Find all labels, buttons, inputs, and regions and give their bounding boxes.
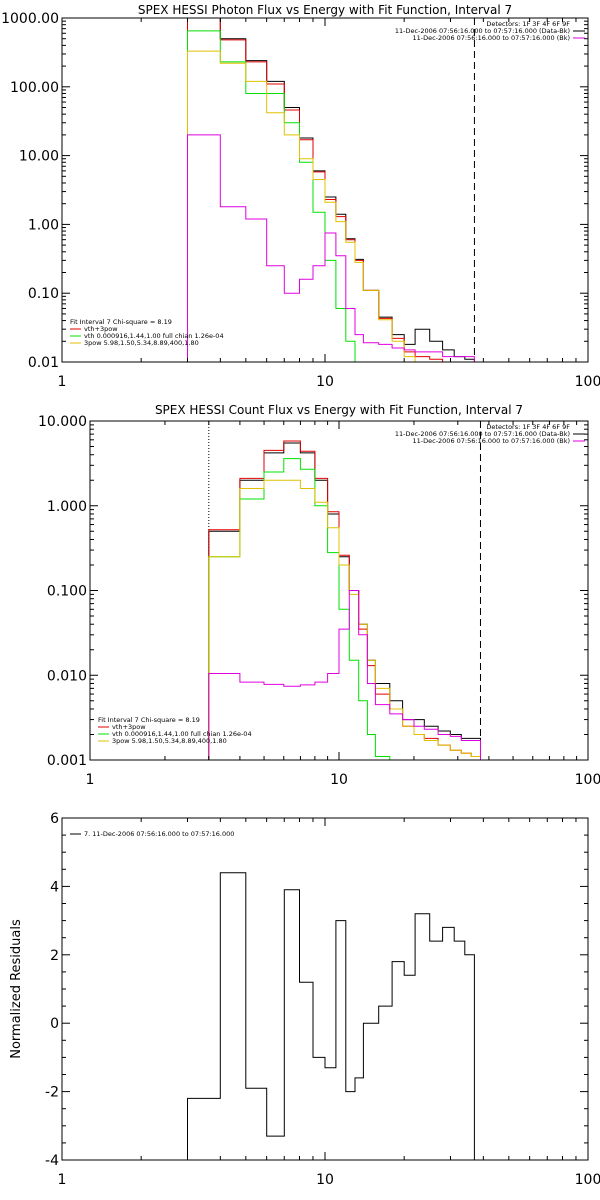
series-line: [187, 30, 475, 362]
x-tick-label: 100: [575, 1172, 600, 1188]
legend-entry-label: 7. 11-Dec-2006 07:56:16.000 to 07:57:16.…: [84, 830, 234, 838]
y-tick-label: 6: [50, 811, 59, 827]
chart-title: SPEX HESSI Photon Flux vs Energy with Fi…: [138, 3, 512, 17]
y-tick-label: 0.001: [47, 753, 87, 769]
y-tick-label: 2: [50, 948, 59, 964]
y-tick-label: 0.100: [47, 584, 87, 600]
y-tick-label: 100.00: [10, 80, 59, 96]
legend-header: Detectors: 1F 3F 4F 6F 9F: [486, 20, 570, 28]
legend-entry-label: vth 0.000916,1.44,1.00 full chian 1.26e-…: [112, 730, 252, 738]
series-line: [208, 458, 481, 760]
legend-entry-label: 11-Dec-2006 07:56:16.000 to 07:57:16.000…: [413, 34, 571, 42]
legend-header: Fit Interval 7 Chi-square = 8.19: [98, 716, 200, 724]
legend-entry-label: 3pow 5.98,1.50,5.34,8.89,400,1.80: [84, 339, 199, 347]
series-line: [187, 18, 475, 362]
series-line: [208, 479, 481, 760]
y-tick-label: 10.000: [38, 414, 87, 430]
y-tick-label: 0.010: [47, 668, 87, 684]
y-tick-label: 0.10: [28, 286, 59, 302]
x-tick-label: 1: [86, 772, 95, 788]
x-tick-label: 100: [575, 374, 600, 390]
x-tick-label: 1: [58, 374, 67, 390]
legend-entry-label: 11-Dec-2006 07:56:16.000 to 07:57:16.000…: [395, 27, 570, 35]
y-tick-label: 1.000: [47, 499, 87, 515]
series-line: [187, 134, 475, 362]
legend-entry-label: vth+3pow: [112, 723, 146, 731]
series-line: [208, 440, 481, 760]
y-tick-label: 1000.00: [1, 11, 59, 27]
y-tick-label: 10.00: [19, 149, 59, 165]
legend-entry-label: 11-Dec-2006 07:56:16.000 to 07:57:16.000…: [395, 430, 570, 438]
series-line: [187, 18, 475, 362]
x-tick-label: 100: [575, 772, 600, 788]
plot-area: [186, 18, 475, 362]
x-tick-label: 10: [316, 374, 334, 390]
series-line: [187, 50, 475, 362]
legend-header: Detectors: 1F 3F 4F 6F 9F: [486, 423, 570, 431]
x-tick-label: 10: [330, 772, 348, 788]
legend-entry-label: vth+3pow: [84, 325, 118, 333]
series-line: [208, 590, 481, 760]
legend-entry-label: vth 0.000916,1.44,1.00 full chian 1.26e-…: [84, 332, 224, 340]
y-tick-label: -2: [45, 1085, 59, 1101]
plot-area: [208, 421, 481, 760]
y-axis-label: Normalized Residuals: [9, 919, 24, 1059]
plot-area: [187, 872, 475, 1160]
y-tick-label: 4: [50, 879, 59, 895]
legend-entry-label: 3pow 5.98,1.50,5.34,8.89,400,1.80: [112, 737, 227, 745]
y-tick-label: 0: [50, 1016, 59, 1032]
chart-title: SPEX HESSI Count Flux vs Energy with Fit…: [155, 403, 523, 417]
y-tick-label: -4: [45, 1153, 59, 1169]
legend-header: Fit Interval 7 Chi-square = 8.19: [70, 318, 172, 326]
plot-frame: [61, 817, 589, 1161]
x-tick-label: 10: [316, 1172, 334, 1188]
y-tick-label: 0.01: [28, 355, 59, 371]
series-line: [187, 872, 475, 1160]
legend-entry-label: 11-Dec-2006 07:56:16.000 to 07:57:16.000…: [413, 437, 571, 445]
x-tick-label: 1: [58, 1172, 67, 1188]
series-line: [208, 442, 481, 760]
y-tick-label: 1.00: [28, 217, 59, 233]
